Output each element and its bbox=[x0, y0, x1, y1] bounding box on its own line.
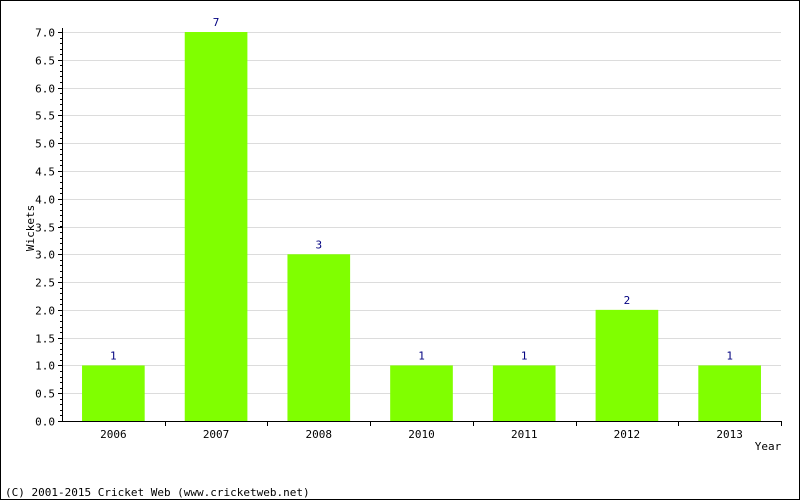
bars bbox=[82, 32, 761, 421]
data-label: 7 bbox=[213, 16, 220, 29]
y-tick-label: 2.0 bbox=[35, 305, 55, 318]
x-tick-label: 2006 bbox=[100, 428, 127, 441]
bar bbox=[698, 365, 761, 421]
bar bbox=[492, 365, 556, 421]
y-tick-label: 3.0 bbox=[35, 249, 55, 262]
y-tick-label: 7.0 bbox=[35, 27, 55, 40]
y-tick-label: 0.5 bbox=[35, 388, 55, 401]
x-tick-label: 2008 bbox=[306, 428, 333, 441]
bar bbox=[595, 309, 659, 421]
y-tick-label: 3.5 bbox=[35, 222, 55, 235]
data-label: 1 bbox=[110, 349, 117, 362]
data-label: 3 bbox=[315, 238, 322, 251]
data-labels: 1 7 3 1 1 2 1 bbox=[110, 16, 733, 362]
y-tick-label: 1.0 bbox=[35, 360, 55, 373]
y-tick-label: 0.0 bbox=[35, 416, 55, 429]
y-tick-label: 6.0 bbox=[35, 83, 55, 96]
data-label: 1 bbox=[418, 349, 425, 362]
bar bbox=[287, 254, 351, 421]
bar bbox=[82, 365, 145, 421]
data-label: 2 bbox=[624, 294, 631, 307]
y-tick-label: 2.5 bbox=[35, 277, 55, 290]
y-axis-label: Wickets bbox=[24, 205, 37, 251]
y-tick-label: 1.5 bbox=[35, 333, 55, 346]
y-tick-label: 5.5 bbox=[35, 110, 55, 123]
x-tick-label: 2007 bbox=[203, 428, 230, 441]
y-tick-label: 4.5 bbox=[35, 166, 55, 179]
y-tick-label: 6.5 bbox=[35, 55, 55, 68]
x-axis: 2006 2007 2008 2010 2011 2012 2013 bbox=[62, 421, 782, 441]
x-tick-label: 2012 bbox=[614, 428, 641, 441]
y-axis: 0.0 0.5 1.0 1.5 2.0 2.5 3.0 3.5 4.0 4.5 5.0 5.5 6.0 6… bbox=[35, 27, 63, 429]
bar bbox=[390, 365, 453, 421]
y-tick-label: 5.0 bbox=[35, 138, 55, 151]
x-tick-label: 2011 bbox=[511, 428, 538, 441]
x-tick-label: 2013 bbox=[716, 428, 743, 441]
copyright-footer: (C) 2001-2015 Cricket Web (www.cricketwe… bbox=[5, 486, 310, 499]
data-label: 1 bbox=[726, 349, 733, 362]
y-tick-label: 4.0 bbox=[35, 194, 55, 207]
x-axis-label: Year bbox=[755, 440, 782, 453]
x-tick-label: 2010 bbox=[408, 428, 435, 441]
bar bbox=[184, 32, 248, 421]
gridlines bbox=[62, 32, 781, 422]
data-label: 1 bbox=[521, 349, 528, 362]
